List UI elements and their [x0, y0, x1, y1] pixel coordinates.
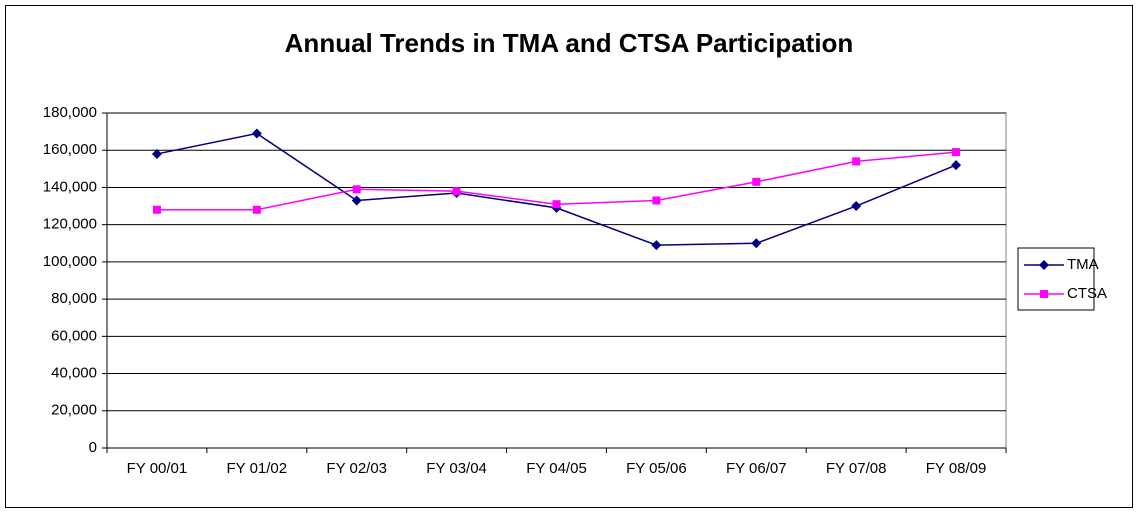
point — [152, 205, 161, 214]
point — [752, 177, 761, 186]
x-tick-label: FY 08/09 — [926, 460, 987, 477]
x-tick-label: FY 00/01 — [127, 460, 188, 477]
point — [652, 196, 661, 205]
x-tick-label: FY 03/04 — [426, 460, 487, 477]
legend-label: TMA — [1067, 256, 1099, 273]
point — [351, 195, 362, 206]
point — [651, 240, 662, 251]
x-tick-label: FY 05/06 — [626, 460, 687, 477]
point — [252, 205, 261, 214]
point — [552, 200, 561, 209]
x-tick-label: FY 06/07 — [726, 460, 787, 477]
chart-title: Annual Trends in TMA and CTSA Participat… — [285, 28, 854, 58]
y-tick-label: 60,000 — [51, 327, 97, 344]
y-tick-label: 120,000 — [43, 216, 97, 233]
y-tick-label: 140,000 — [43, 178, 97, 195]
x-tick-label: FY 07/08 — [826, 460, 887, 477]
plot-area — [106, 112, 1007, 449]
x-tick-label: FY 02/03 — [326, 460, 387, 477]
point — [452, 187, 461, 196]
point — [952, 148, 961, 157]
point — [251, 128, 262, 139]
y-tick-label: 160,000 — [43, 141, 97, 158]
point — [352, 185, 361, 194]
y-tick-label: 20,000 — [51, 402, 97, 419]
y-tick-label: 80,000 — [51, 290, 97, 307]
y-tick-label: 40,000 — [51, 365, 97, 382]
x-tick-label: FY 04/05 — [526, 460, 587, 477]
point — [852, 157, 861, 166]
y-tick-label: 180,000 — [43, 104, 97, 121]
point — [151, 148, 162, 159]
y-tick-label: 0 — [89, 439, 97, 456]
legend-label: CTSA — [1067, 285, 1107, 302]
legend-box — [1017, 247, 1095, 311]
point — [1040, 290, 1048, 298]
point — [851, 201, 862, 212]
y-tick-label: 100,000 — [43, 253, 97, 270]
point — [951, 160, 962, 171]
point — [751, 238, 762, 249]
x-tick-label: FY 01/02 — [227, 460, 288, 477]
point — [1039, 260, 1049, 270]
